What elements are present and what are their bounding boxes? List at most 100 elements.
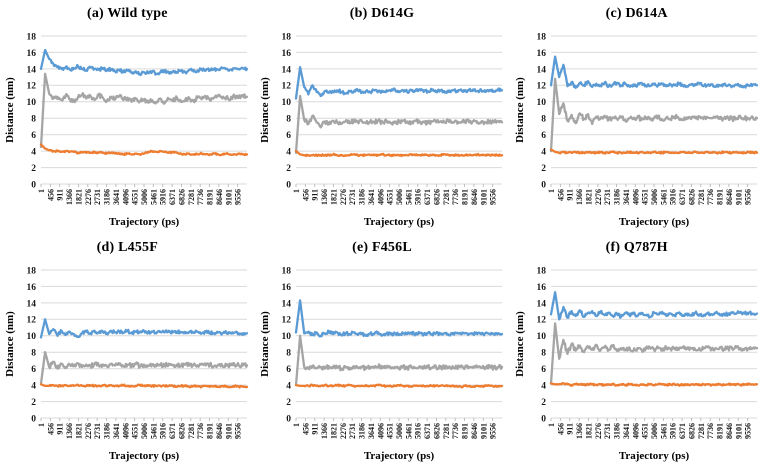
x-tick-label: 9556 [234,189,243,205]
x-tick-label: 1821 [584,423,593,439]
y-tick-label: 14 [536,299,546,309]
y-tick-label: 6 [286,131,291,141]
x-tick-label: 3186 [357,189,366,205]
x-tick-label: 5916 [414,189,423,205]
y-tick-label: 18 [536,32,546,42]
series-line-orange [40,143,249,157]
x-tick-label: 1 [37,423,46,427]
y-tick-label: 6 [541,131,546,141]
x-tick-label: 6371 [168,423,177,439]
x-tick-label: 456 [556,189,565,201]
x-tick-label: 7736 [197,189,206,205]
x-tick-label: 4551 [131,189,140,205]
x-tick-label: 3641 [112,189,121,205]
series-line-orange [40,383,249,389]
series-line-gray [40,72,249,149]
y-tick-label: 0 [286,180,291,190]
y-tick-label: 4 [541,382,546,392]
x-tick-label: 9101 [479,423,488,439]
plot-l455f: 0 2 4 6 8 10 12 14 16 18 1 456 911 1366 1821 2276 2731 31… [4,266,249,462]
x-tick-label: 5006 [395,189,404,205]
x-tick-label: 911 [565,423,574,435]
y-tick-label: 0 [32,414,37,424]
x-axis-label: Trajectory (ps) [109,216,180,228]
x-tick-label: 4096 [631,189,640,205]
x-tick-label: 7281 [696,423,705,439]
x-tick-label: 5006 [395,423,404,439]
series-line-blue [549,55,758,89]
y-tick-label: 16 [536,49,546,59]
x-tick-label: 4096 [122,423,131,439]
y-tick-label: 18 [281,32,291,42]
y-tick-label: 0 [286,414,291,424]
chart-title: (f) Q787H [605,240,668,255]
chart-title: (d) L455F [96,240,158,255]
x-tick-label: 9556 [743,189,752,205]
x-tick-label: 8191 [206,189,215,205]
x-tick-label: 2276 [339,423,348,439]
x-tick-label: 2731 [603,189,612,205]
x-tick-label: 5461 [150,189,159,205]
chart-cell-f456l: (e) F456L 0 2 4 6 8 10 12 14 16 18 1 456 911 1366 1821… [255,234,510,468]
y-tick-label: 4 [286,148,291,158]
y-tick-label: 0 [541,180,546,190]
y-axis-label: Distance (nm) [4,311,16,377]
plot-wild-type: 0 2 4 6 8 10 12 14 16 18 1 456 911 1366 1821 2276 2731 31… [4,32,249,228]
x-tick-label: 9556 [234,423,243,439]
x-tick-label: 2276 [84,189,93,205]
y-tick-label: 18 [281,266,291,276]
x-tick-label: 911 [56,423,65,435]
x-tick-label: 7281 [442,189,451,205]
x-tick-label: 1821 [584,189,593,205]
series-line-orange [549,148,758,155]
series-line-gray [294,94,504,154]
series-line-blue [40,48,249,77]
x-tick-label: 6826 [178,189,187,205]
x-tick-label: 8646 [725,423,734,439]
y-tick-label: 8 [541,349,546,359]
y-tick-label: 16 [27,49,37,59]
y-tick-label: 16 [281,283,291,293]
x-tick-label: 9101 [479,189,488,205]
x-tick-label: 6826 [432,423,441,439]
x-tick-label: 2731 [94,189,103,205]
x-tick-label: 8191 [715,189,724,205]
x-tick-label: 7281 [187,423,196,439]
series-line-blue [294,66,504,100]
x-tick-label: 7281 [442,423,451,439]
y-axis-label: Distance (nm) [259,311,271,377]
x-tick-label: 3641 [367,189,376,205]
x-tick-label: 2731 [603,423,612,439]
x-tick-label: 8646 [215,423,224,439]
y-tick-label: 4 [286,382,291,392]
y-tick-label: 10 [536,332,546,342]
x-tick-label: 1366 [320,189,329,205]
y-tick-label: 8 [32,349,37,359]
x-tick-label: 1366 [575,423,584,439]
series-line-gray [294,334,504,387]
y-tick-label: 18 [27,266,37,276]
x-tick-label: 3641 [622,189,631,205]
x-tick-label: 911 [565,189,574,201]
x-tick-label: 4551 [640,423,649,439]
series-line-blue [294,299,504,338]
x-tick-label: 1821 [329,423,338,439]
y-tick-label: 16 [27,283,37,293]
x-axis-label: Trajectory (ps) [364,450,435,462]
x-tick-label: 8191 [206,423,215,439]
series-line-orange [294,149,504,158]
x-axis-label: Trajectory (ps) [618,216,689,228]
x-tick-label: 5916 [668,423,677,439]
y-axis-label: Distance (nm) [514,77,526,143]
x-tick-label: 3186 [103,423,112,439]
x-tick-label: 9101 [225,189,234,205]
x-tick-label: 4551 [386,189,395,205]
x-axis-label: Trajectory (ps) [618,450,689,462]
x-tick-label: 5916 [159,423,168,439]
x-tick-label: 7281 [696,189,705,205]
x-tick-label: 1 [547,423,556,427]
y-tick-label: 6 [286,365,291,375]
x-tick-label: 4551 [131,423,140,439]
x-tick-label: 4551 [640,189,649,205]
plot-f456l: 0 2 4 6 8 10 12 14 16 18 1 456 911 1366 1821 2276 2731 31… [259,266,504,462]
